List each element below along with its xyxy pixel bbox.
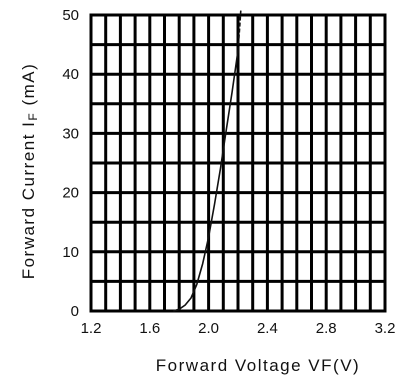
series-line-dashed <box>237 9 242 51</box>
x-tick-label: 2.0 <box>198 320 219 337</box>
x-tick-label: 2.8 <box>316 320 337 337</box>
x-tick-label: 3.2 <box>375 320 396 337</box>
y-tick-label: 50 <box>62 7 79 24</box>
series-line <box>173 50 239 312</box>
series-layer <box>173 9 242 312</box>
x-axis-title: Forward Voltage VF(V) <box>156 356 360 375</box>
y-axis-title-main: Forward Current I <box>19 121 38 280</box>
x-tick-label: 2.4 <box>257 320 278 337</box>
y-tick-label: 30 <box>62 125 79 142</box>
grid <box>91 15 385 311</box>
y-tick-label: 40 <box>62 66 79 83</box>
y-tick-label: 20 <box>62 185 79 202</box>
x-tick-labels: 1.2 1.6 2.0 2.4 2.8 3.2 <box>81 320 396 337</box>
x-tick-label: 1.6 <box>139 320 160 337</box>
plot-frame <box>89 13 387 313</box>
y-tick-labels: 0 10 20 30 40 50 <box>62 7 79 320</box>
x-tick-label: 1.2 <box>81 320 102 337</box>
y-axis-title-unit: (mA) <box>19 63 38 112</box>
y-axis-title-subscript: F <box>26 112 40 121</box>
y-axis-title: Forward Current IF (mA) <box>19 63 40 280</box>
y-tick-label: 0 <box>71 303 79 320</box>
y-tick-label: 10 <box>62 244 79 261</box>
